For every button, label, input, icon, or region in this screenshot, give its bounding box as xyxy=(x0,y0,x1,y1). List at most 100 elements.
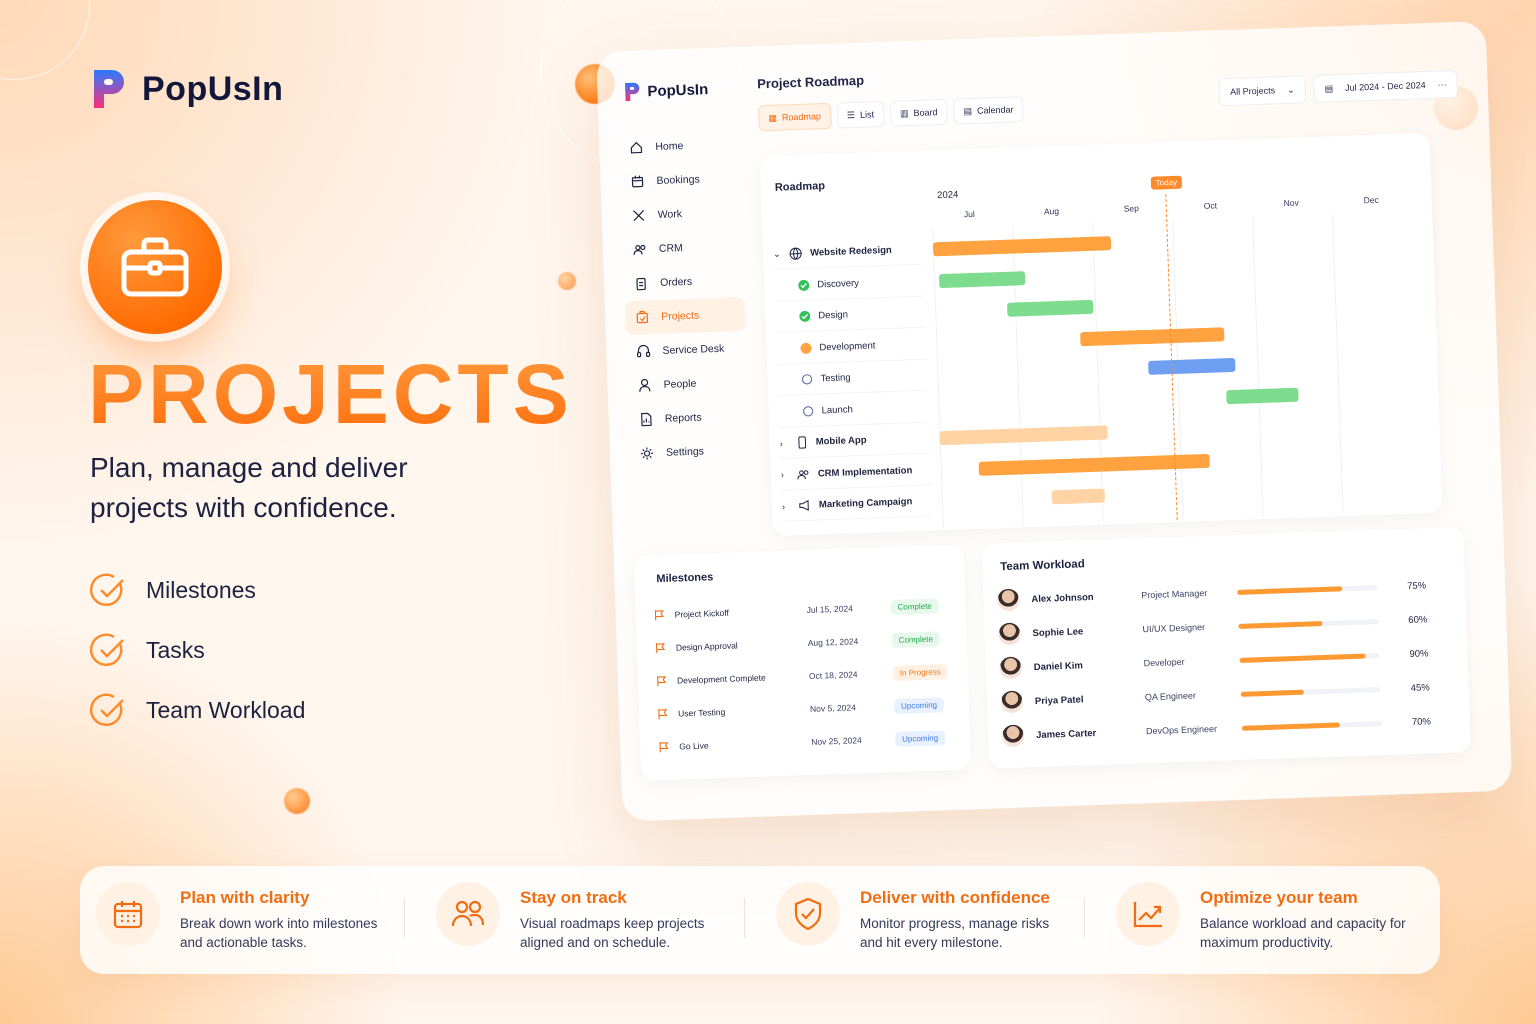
sidebar-item-home[interactable]: Home xyxy=(619,127,740,165)
hero-title: PROJECTS xyxy=(88,347,573,441)
member-role: DevOps Engineer xyxy=(1145,723,1218,737)
decor-ring xyxy=(0,0,90,80)
topbar: Project Roadmap ▦ Roadmap ☰ List ▥ Board ▤ C… xyxy=(757,52,1459,132)
milestone-name: Development Complete xyxy=(676,672,766,686)
roadmap-task-row[interactable]: Discovery xyxy=(773,266,925,302)
milestones-panel: Milestones Project Kickoff Jul 15, 2024 … xyxy=(633,544,972,781)
brand-logo-icon xyxy=(624,82,640,101)
benefit-desc: Visual roadmaps keep projects aligned an… xyxy=(520,916,705,950)
milestone-row[interactable]: User Testing Nov 5, 2024 Upcoming xyxy=(657,688,954,730)
grid-line xyxy=(1252,217,1264,518)
shield-check-icon xyxy=(776,882,840,946)
gantt-bar[interactable] xyxy=(1051,488,1106,505)
workload-bar-fill xyxy=(1238,620,1323,629)
roadmap-group-row[interactable]: › Mobile App xyxy=(779,423,931,459)
roadmap-title: Roadmap xyxy=(774,180,826,194)
chevron-down-icon[interactable]: ⌄ xyxy=(772,248,781,259)
sidebar-item-service-desk[interactable]: Service Desk xyxy=(626,331,747,369)
month-label: Dec xyxy=(1363,194,1379,206)
workload-bar-fill xyxy=(1237,585,1343,595)
board-icon: ▥ xyxy=(899,107,909,118)
roadmap-group-row[interactable]: › CRM Implementation xyxy=(780,455,932,491)
roadmap-task-row[interactable]: Testing xyxy=(777,360,929,396)
gear-icon xyxy=(641,447,654,460)
milestone-name: Go Live xyxy=(679,740,709,752)
member-role: Developer xyxy=(1143,656,1185,669)
gantt-bar[interactable] xyxy=(939,425,1108,446)
milestone-row[interactable]: Development Complete Oct 18, 2024 In Pro… xyxy=(655,655,952,697)
tab-list[interactable]: ☰ List xyxy=(836,100,885,129)
sidebar-item-label: Home xyxy=(655,140,684,153)
gantt-bar[interactable] xyxy=(1148,357,1236,375)
gantt-bar[interactable] xyxy=(1226,387,1299,404)
member-role: Project Manager xyxy=(1141,587,1208,601)
sidebar-item-label: Projects xyxy=(661,309,700,323)
grid-line xyxy=(1332,214,1344,515)
calendar-icon xyxy=(631,175,644,188)
sidebar-item-label: Settings xyxy=(665,445,705,459)
chevron-right-icon[interactable]: › xyxy=(781,501,786,512)
tab-label: Roadmap xyxy=(781,111,822,123)
sidebar-item-work[interactable]: Work xyxy=(621,195,742,233)
sidebar-item-label: Service Desk xyxy=(662,342,725,357)
briefcase-icon xyxy=(88,200,222,334)
workload-title: Team Workload xyxy=(1000,558,1085,574)
tab-calendar[interactable]: ▤ Calendar xyxy=(953,96,1024,125)
gantt-bar[interactable] xyxy=(1080,326,1225,346)
flag-icon xyxy=(659,742,669,753)
calendar-icon: ▤ xyxy=(1324,82,1334,94)
roadmap-task-row[interactable]: Launch xyxy=(778,392,930,428)
trend-chart-icon xyxy=(1116,882,1180,946)
benefit-item: Stay on track Visual roadmaps keep projec… xyxy=(404,882,760,952)
clipboard-icon xyxy=(636,277,646,291)
chevron-right-icon[interactable]: › xyxy=(779,438,783,449)
roadmap-group-row[interactable]: ⌄ Website Redesign xyxy=(772,234,924,270)
gantt-bar[interactable] xyxy=(1007,299,1094,317)
tab-board[interactable]: ▥ Board xyxy=(889,98,948,127)
sidebar-item-people[interactable]: People xyxy=(627,365,748,403)
member-name: Alex Johnson xyxy=(1031,591,1094,605)
brand-name: PopUsIn xyxy=(142,69,284,108)
workload-percent: 70% xyxy=(1411,715,1432,728)
sidebar-item-settings[interactable]: Settings xyxy=(629,433,750,471)
sidebar-item-projects[interactable]: Projects xyxy=(624,296,746,336)
milestone-date: Nov 5, 2024 xyxy=(809,702,857,714)
users-icon xyxy=(797,469,809,479)
sidebar-item-orders[interactable]: Orders xyxy=(624,263,745,301)
milestone-date: Aug 12, 2024 xyxy=(807,636,859,648)
globe-icon xyxy=(789,247,802,260)
milestone-row[interactable]: Design Approval Aug 12, 2024 Complete xyxy=(654,622,951,664)
avatar xyxy=(999,656,1023,680)
milestone-row[interactable]: Project Kickoff Jul 15, 2024 Complete xyxy=(653,589,950,631)
sidebar-item-bookings[interactable]: Bookings xyxy=(620,161,741,199)
sidebar-item-reports[interactable]: Reports xyxy=(628,399,749,437)
workload-bar xyxy=(1237,584,1378,595)
sidebar-item-crm[interactable]: CRM xyxy=(622,229,743,267)
project-filter-select[interactable]: All Projects ⌄ xyxy=(1218,75,1307,107)
sidebar-item-label: Reports xyxy=(664,411,702,425)
milestone-name: Project Kickoff xyxy=(674,607,729,620)
roadmap-row-label: Mobile App xyxy=(815,434,867,448)
roadmap-task-row[interactable]: Development xyxy=(775,329,927,365)
status-badge: Complete xyxy=(890,597,940,615)
flag-icon xyxy=(658,709,668,720)
roadmap-group-row[interactable]: › Marketing Campaign xyxy=(781,486,933,522)
sidebar: PopUsIn Home Bookings Work CRM Orders Project… xyxy=(617,77,751,471)
flag-icon xyxy=(655,643,666,654)
tab-label: Board xyxy=(913,107,938,118)
chevron-right-icon[interactable]: › xyxy=(780,469,785,480)
flag-icon xyxy=(657,676,667,687)
roadmap-row-label: Design xyxy=(818,309,849,322)
gantt-bar[interactable] xyxy=(932,236,1111,257)
more-icon[interactable]: ··· xyxy=(1437,79,1447,90)
gantt-bar[interactable] xyxy=(938,270,1026,288)
roadmap-row-label: CRM Implementation xyxy=(817,464,913,480)
headset-icon xyxy=(636,344,651,358)
tab-roadmap[interactable]: ▦ Roadmap xyxy=(757,102,832,132)
date-range-select[interactable]: ▤ Jul 2024 - Dec 2024 ··· xyxy=(1313,69,1459,103)
roadmap-task-row[interactable]: Design xyxy=(774,297,926,333)
benefits-strip: Plan with clarity Break down work into mi… xyxy=(80,866,1440,974)
workload-bar xyxy=(1240,686,1381,697)
milestone-row[interactable]: Go Live Nov 25, 2024 Upcoming xyxy=(658,721,955,763)
users-icon xyxy=(633,244,646,255)
